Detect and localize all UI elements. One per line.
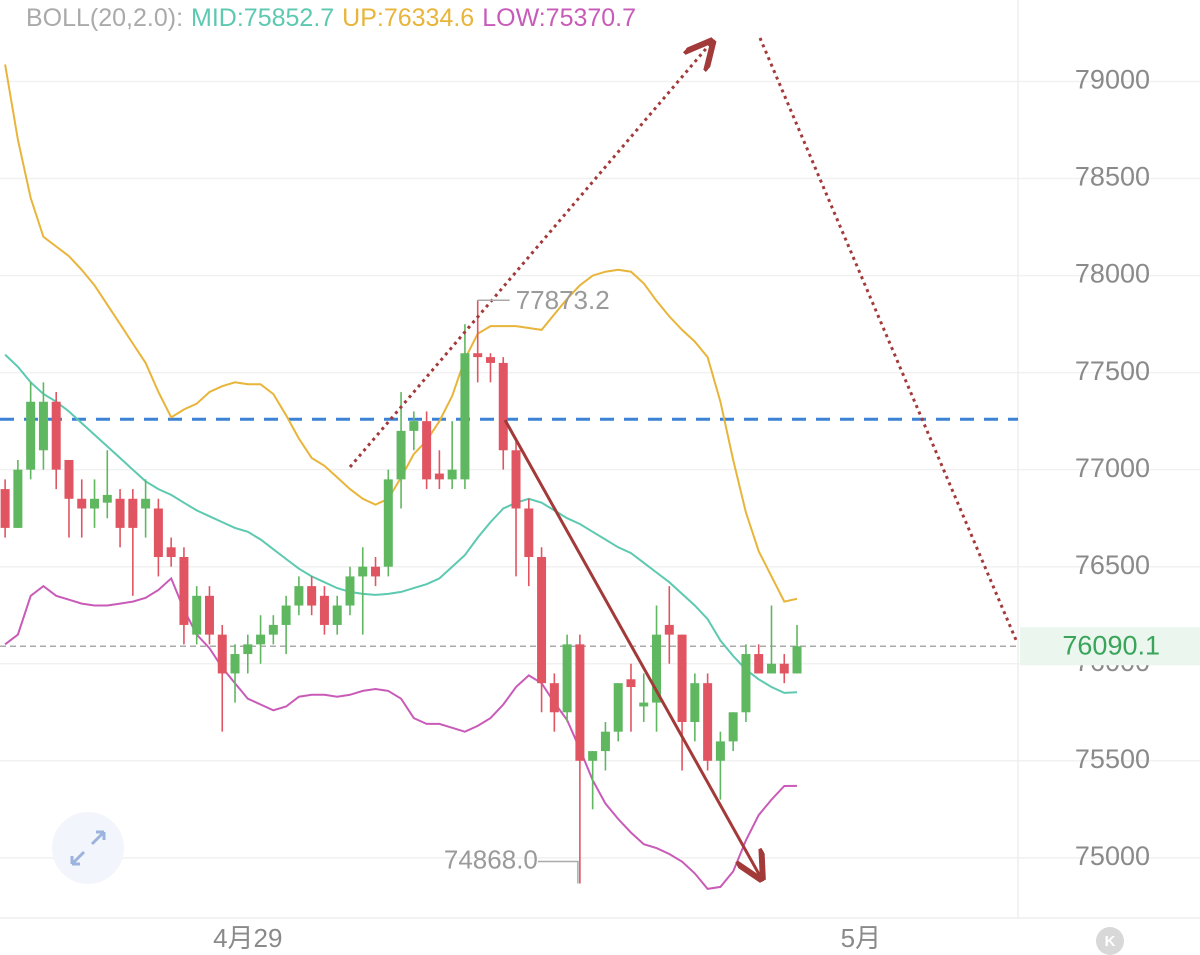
candle-body: [371, 566, 381, 577]
candle-body: [549, 683, 559, 713]
candle-body: [153, 508, 163, 558]
annotation-leader: [537, 860, 579, 884]
candle-body: [319, 595, 329, 625]
candle-body: [575, 644, 585, 761]
candle-body: [396, 430, 406, 480]
candle-body: [217, 634, 227, 674]
candle-body: [230, 654, 240, 674]
drawn-arrow: [503, 419, 760, 876]
candle-body: [332, 605, 342, 625]
plot: [0, 64, 1018, 890]
annotation-label: 74868.0: [444, 844, 538, 874]
candle-body: [792, 646, 802, 674]
candle-body: [524, 508, 534, 558]
expand-icon: [70, 830, 106, 866]
candle-body: [652, 634, 662, 703]
candle-body: [26, 401, 36, 470]
candle-body: [77, 498, 87, 509]
candle-body: [115, 498, 125, 528]
candle-body: [741, 654, 751, 713]
candle-body: [562, 644, 572, 713]
y-tick-label: 78500: [1075, 162, 1150, 192]
candle-body: [256, 634, 266, 645]
candle-body: [409, 421, 419, 431]
candle-body: [192, 595, 202, 635]
candle-body: [639, 702, 649, 707]
candle-body: [766, 663, 776, 674]
candle-body: [498, 362, 508, 451]
candle-body: [166, 547, 176, 558]
x-tick-label: 5月: [841, 923, 881, 953]
y-tick-label: 79000: [1075, 65, 1150, 95]
candle-body: [243, 644, 253, 655]
legend-entry: UP:76334.6: [342, 4, 474, 32]
candle-body: [141, 498, 151, 509]
candle-body: [51, 401, 61, 470]
candle-body: [90, 498, 100, 509]
candle-body: [779, 663, 789, 674]
candle-body: [294, 586, 304, 606]
candle-body: [664, 624, 674, 635]
candle-body: [268, 624, 278, 635]
candle-body: [345, 576, 355, 606]
candle-body: [307, 586, 317, 606]
candle-body: [600, 731, 610, 752]
candle-body: [511, 450, 521, 509]
candle-body: [715, 741, 725, 761]
candle-body: [102, 494, 112, 503]
annotation-label: 77873.2: [516, 285, 610, 315]
candle-body: [473, 353, 483, 358]
legend-entry: LOW:75370.7: [482, 4, 636, 32]
candle-body: [358, 566, 368, 577]
candle-body: [434, 473, 444, 480]
y-tick-label: 77000: [1075, 453, 1150, 483]
last-price-label: 76090.1: [1062, 630, 1160, 660]
logo-letter: K: [1105, 933, 1116, 950]
overlay: 77873.2 74868.0 76090.1 BOLL(20,2.0): MID:75…: [26, 4, 1200, 884]
candle-body: [690, 683, 700, 722]
legend-entry: MID:75852.7: [191, 4, 334, 32]
band-line: [4, 353, 798, 694]
candle-body: [0, 489, 10, 528]
x-tick-label: 4月29: [213, 923, 282, 953]
candle-body: [383, 479, 393, 567]
indicator-name: BOLL(20,2.0):: [26, 4, 183, 32]
y-tick-label: 75000: [1075, 841, 1150, 871]
y-tick-label: 76500: [1075, 550, 1150, 580]
y-tick-label: 75500: [1075, 744, 1150, 774]
candle-body: [626, 679, 636, 688]
logo: [1096, 927, 1124, 955]
drawn-arrow: [348, 44, 710, 468]
y-tick-label: 77500: [1075, 356, 1150, 386]
candle-body: [422, 421, 432, 480]
last-price-tag: [1020, 627, 1200, 666]
candle-body: [460, 353, 470, 480]
candle-body: [38, 401, 48, 451]
candle-body: [179, 557, 189, 625]
candle-body: [703, 683, 713, 761]
candle-body: [204, 595, 214, 635]
candle-body: [728, 712, 738, 742]
candle-body: [485, 357, 495, 363]
candle-body: [13, 469, 23, 528]
candle-body: [281, 605, 291, 625]
expand-button[interactable]: [52, 812, 124, 884]
candle-body: [537, 557, 547, 684]
candle-body: [677, 634, 687, 722]
y-tick-label: 78000: [1075, 259, 1150, 289]
drawn-line: [758, 37, 1018, 641]
candle-body: [128, 498, 138, 528]
candle-body: [754, 654, 764, 674]
candle-body: [588, 751, 598, 761]
candle-body: [64, 459, 74, 499]
band-line: [4, 576, 798, 890]
candle-body: [447, 469, 457, 480]
candle-body: [613, 683, 623, 732]
indicator-legend: BOLL(20,2.0): MID:75852.7 UP:76334.6 LOW:75…: [26, 4, 636, 32]
